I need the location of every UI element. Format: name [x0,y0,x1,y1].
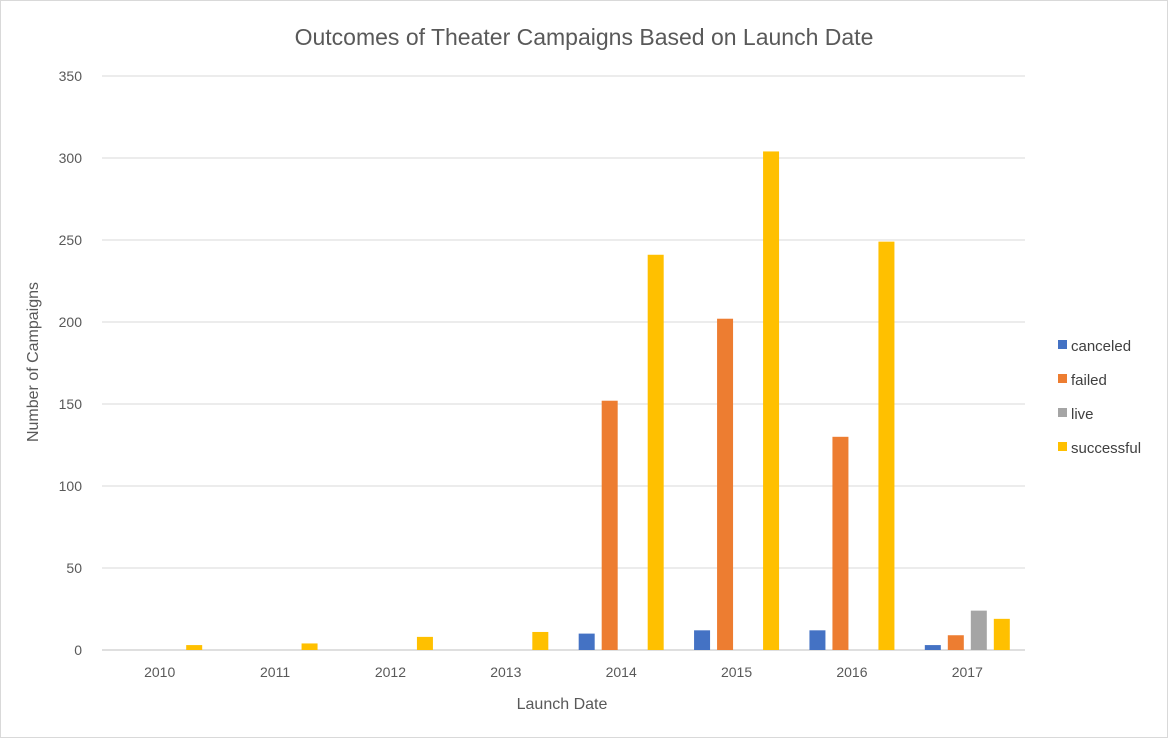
y-axis-label: Number of Campaigns [25,282,42,442]
bar-canceled [924,645,941,650]
bar-successful [763,151,780,650]
legend-label-failed: failed [1071,372,1107,389]
y-tick-label: 50 [66,560,82,576]
legend-label-successful: successful [1071,440,1141,457]
x-tick-label: 2010 [144,664,175,680]
bar-failed [832,436,849,650]
bar-failed [717,318,734,650]
y-tick-label: 150 [59,396,83,412]
x-tick-label: 2016 [836,664,867,680]
legend-swatch-live [1058,408,1067,417]
bar-successful [993,618,1010,650]
legend-swatch-canceled [1058,340,1067,349]
bar-failed [601,400,618,650]
bar-canceled [694,630,711,650]
legend-swatch-successful [1058,442,1067,451]
y-tick-label: 300 [59,150,83,166]
x-tick-label: 2012 [375,664,406,680]
x-tick-label: 2015 [721,664,752,680]
bar-canceled [809,630,826,650]
gridlines [102,75,1025,651]
legend: canceled failed live successful [1058,338,1141,457]
x-tick-label: 2013 [490,664,521,680]
bar-successful [647,254,664,650]
x-tick-label: 2011 [260,664,290,680]
y-tick-label: 100 [59,478,83,494]
bar-successful [301,643,318,650]
x-tick-labels: 2010 2011 2012 2013 2014 2015 2016 2017 [144,664,983,680]
bars [186,151,1010,650]
bar-successful [186,645,203,650]
chart-title: Outcomes of Theater Campaigns Based on L… [295,24,874,50]
y-tick-label: 350 [59,68,83,84]
legend-swatch-failed [1058,374,1067,383]
y-tick-labels: 0 50 100 150 200 250 300 350 [59,68,83,658]
bar-successful [878,241,895,650]
bar-live [970,610,987,650]
x-tick-label: 2014 [606,664,637,680]
bar-successful [532,631,549,650]
y-tick-label: 200 [59,314,83,330]
bar-failed [947,635,964,650]
legend-label-canceled: canceled [1071,338,1131,355]
bar-canceled [578,633,595,650]
legend-label-live: live [1071,406,1094,423]
y-tick-label: 250 [59,232,83,248]
x-axis-label: Launch Date [517,696,608,713]
bar-successful [416,636,433,650]
x-tick-label: 2017 [952,664,983,680]
y-tick-label: 0 [74,642,82,658]
